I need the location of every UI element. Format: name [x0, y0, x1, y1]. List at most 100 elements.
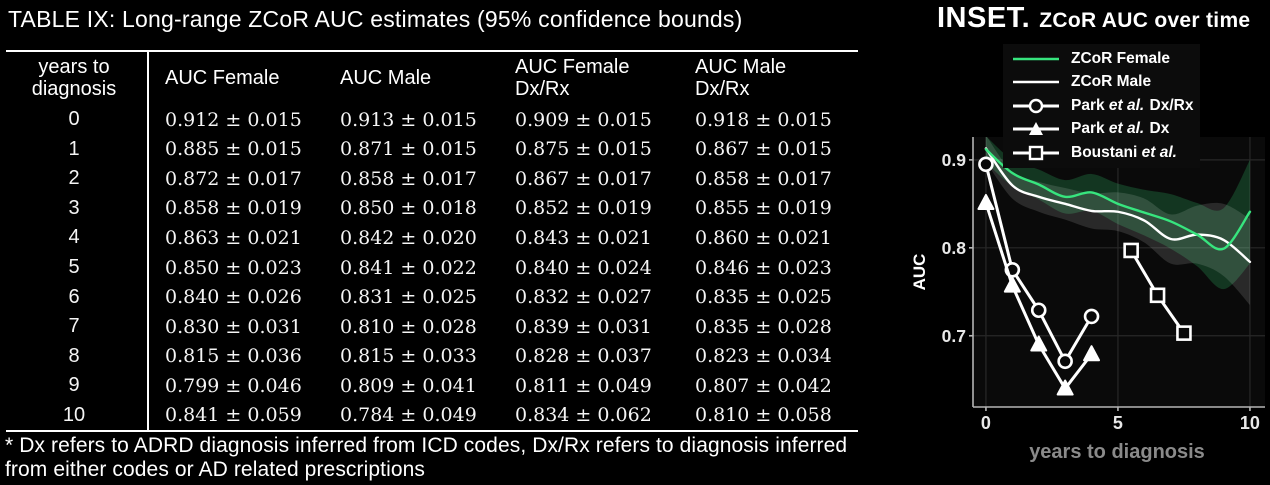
legend-swatch	[1013, 98, 1059, 113]
year-cell: 8	[68, 344, 80, 367]
year-cell: 6	[68, 285, 80, 308]
auc-value-cell: 0.840 ± 0.024	[515, 256, 652, 279]
legend-swatch	[1013, 122, 1059, 136]
line-zcor-male	[984, 147, 1252, 264]
auc-value-cell: 0.843 ± 0.021	[515, 226, 652, 249]
auc-value-cell: 0.810 ± 0.028	[340, 315, 477, 338]
square-marker	[1149, 287, 1166, 304]
circle-marker	[1083, 308, 1100, 325]
table-title: TABLE IX: Long-range ZCoR AUC estimates …	[8, 6, 743, 32]
auc-value-cell: 0.834 ± 0.062	[515, 404, 652, 427]
triangle-marker	[1030, 335, 1048, 352]
table-row: 10 0.841 ± 0.059 0.784 ± 0.049 0.834 ± 0.06…	[0, 400, 860, 430]
auc-value-cell: 0.815 ± 0.033	[340, 345, 477, 368]
table-row: 8 0.815 ± 0.036 0.815 ± 0.033 0.828 ± 0.037…	[0, 341, 860, 371]
table-row: 2 0.872 ± 0.017 0.858 ± 0.017 0.867 ± 0.017…	[0, 164, 860, 194]
table-row: 3 0.858 ± 0.019 0.850 ± 0.018 0.852 ± 0.019…	[0, 194, 860, 224]
year-cell: 9	[68, 374, 80, 397]
circle-marker	[1057, 353, 1073, 370]
auc-value-cell: 0.840 ± 0.026	[165, 286, 302, 309]
plot-area	[973, 137, 1265, 407]
table-row: 6 0.840 ± 0.026 0.831 ± 0.025 0.832 ± 0.027…	[0, 282, 860, 312]
auc-value-cell: 0.852 ± 0.019	[515, 197, 652, 220]
axes	[969, 137, 1265, 411]
inset-title-row: INSET. ZCoR AUC over time	[937, 2, 1250, 35]
auc-value-cell: 0.809 ± 0.041	[340, 374, 477, 397]
table-header-row: years to diagnosis AUC Female AUC Male AUC F…	[0, 52, 860, 105]
table-row: 1 0.885 ± 0.015 0.871 ± 0.015 0.875 ± 0.015…	[0, 135, 860, 165]
triangle-marker	[977, 193, 995, 210]
legend-label: ZCoR Male	[1071, 73, 1152, 91]
auc-value-cell: 0.823 ± 0.034	[695, 345, 832, 368]
auc-value-cell: 0.810 ± 0.058	[695, 404, 832, 427]
table-row: 7 0.830 ± 0.031 0.810 ± 0.028 0.839 ± 0.031…	[0, 312, 860, 342]
circle-marker	[978, 156, 994, 173]
year-cell: 4	[68, 226, 80, 249]
year-cell: 3	[68, 196, 80, 219]
year-cell: 5	[68, 256, 80, 278]
auc-value-cell: 0.871 ± 0.015	[340, 138, 477, 161]
auc-value-cell: 0.850 ± 0.018	[340, 197, 477, 220]
column-header: AUC Female	[165, 66, 280, 89]
year-cell: 10	[62, 403, 86, 426]
square-marker	[1123, 242, 1139, 259]
series-park-et-al-dx-rx	[978, 156, 1100, 370]
year-cell: 2	[68, 167, 80, 190]
auc-value-cell: 0.875 ± 0.015	[515, 138, 652, 161]
table-row: 4 0.863 ± 0.021 0.842 ± 0.020 0.843 ± 0.021…	[0, 223, 860, 253]
auc-value-cell: 0.841 ± 0.059	[165, 404, 302, 427]
year-cell: 7	[68, 315, 80, 338]
y-tick-label: 0.9	[942, 150, 967, 170]
auc-value-cell: 0.855 ± 0.019	[695, 197, 832, 220]
auc-value-cell: 0.815 ± 0.036	[165, 345, 302, 368]
auc-value-cell: 0.863 ± 0.021	[165, 226, 302, 249]
auc-value-cell: 0.799 ± 0.046	[165, 374, 302, 397]
legend-label: ZCoR Female	[1071, 49, 1171, 67]
table-ix-panel: TABLE IX: Long-range ZCoR AUC estimates …	[0, 6, 860, 481]
auc-over-time-chart: 0.7 0.8 0.9 0 5 10 years to diagnosis AUC	[910, 137, 1265, 463]
y-tick-label: 0.7	[942, 326, 966, 346]
legend-swatch	[1013, 80, 1059, 84]
auc-value-cell: 0.835 ± 0.028	[695, 315, 832, 338]
x-axis-label: years to diagnosis	[1029, 441, 1205, 463]
column-separator	[147, 52, 149, 430]
column-header: AUC Male Dx/Rx	[695, 55, 787, 100]
auc-value-cell: 0.858 ± 0.017	[695, 167, 832, 190]
legend-item-park-et-al-dx: Park et al. Dx	[1011, 118, 1194, 142]
y-tick-label: 0.8	[942, 238, 967, 258]
inset-label: INSET.	[937, 2, 1031, 34]
triangle-marker	[1083, 345, 1101, 362]
triangle-marker	[1056, 379, 1074, 396]
auc-value-cell: 0.858 ± 0.017	[340, 167, 477, 190]
legend-label: Boustani et al.	[1071, 143, 1177, 161]
auc-value-cell: 0.885 ± 0.015	[165, 138, 302, 161]
auc-value-cell: 0.841 ± 0.022	[340, 256, 477, 279]
band-zcor-female	[985, 137, 1250, 290]
auc-value-cell: 0.839 ± 0.031	[515, 315, 652, 338]
auc-value-cell: 0.832 ± 0.027	[515, 286, 652, 309]
chart-legend: ZCoR Female ZCoR Male Park et al. Dx/Rx Par…	[1003, 44, 1200, 168]
auc-value-cell: 0.846 ± 0.023	[695, 256, 832, 279]
table-bottom-rule	[6, 430, 858, 432]
auc-value-cell: 0.858 ± 0.019	[165, 197, 302, 220]
x-tick-label: 0	[981, 413, 991, 433]
auc-value-cell: 0.912 ± 0.015	[165, 108, 302, 131]
line-zcor-female	[984, 148, 1252, 251]
legend-item-zcor-male: ZCoR Male	[1011, 71, 1194, 95]
auc-value-cell: 0.807 ± 0.042	[695, 374, 832, 397]
auc-value-cell: 0.850 ± 0.023	[165, 256, 302, 279]
y-axis-label: AUC	[910, 254, 929, 291]
auc-table: years to diagnosis AUC Female AUC Male AUC F…	[0, 52, 860, 430]
auc-value-cell: 0.860 ± 0.021	[695, 226, 832, 249]
legend-swatch	[1013, 57, 1059, 61]
table-row: 0 0.912 ± 0.015 0.913 ± 0.015 0.909 ± 0.015…	[0, 105, 860, 135]
auc-value-cell: 0.867 ± 0.015	[695, 138, 832, 161]
auc-value-cell: 0.784 ± 0.049	[340, 404, 477, 427]
inset-panel: INSET. ZCoR AUC over time 0.7 0.8 0.9 0 5 10 y…	[900, 0, 1270, 485]
auc-value-cell: 0.909 ± 0.015	[515, 108, 652, 131]
x-tick-label: 5	[1113, 413, 1123, 433]
table-row: 9 0.799 ± 0.046 0.809 ± 0.041 0.811 ± 0.049…	[0, 371, 860, 401]
legend-label: Park et al. Dx/Rx	[1071, 96, 1194, 114]
legend-item-boustani-et-al-: Boustani et al.	[1011, 141, 1194, 165]
